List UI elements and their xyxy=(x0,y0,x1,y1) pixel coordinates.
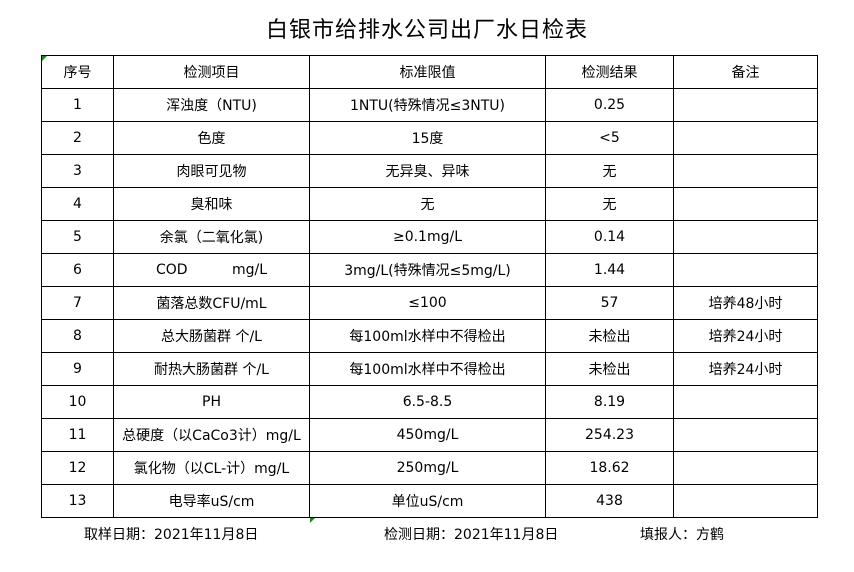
remark-cell[interactable] xyxy=(673,88,818,122)
test-item-cell[interactable]: 浑浊度（NTU) xyxy=(113,88,310,122)
test-result-cell[interactable]: 57 xyxy=(545,286,674,320)
table-row: 9 耐热大肠菌群 个/L 每100ml水样中不得检出 未检出 培养24小时 xyxy=(41,352,818,386)
reporter: 填报人：方鹤 xyxy=(640,527,724,543)
table-row: 4 臭和味无无 xyxy=(41,187,818,221)
test-result-cell[interactable]: 无 xyxy=(545,154,674,188)
row-number-cell[interactable]: 13 xyxy=(41,484,114,518)
test-item-cell[interactable]: 总硬度（以CaCo3计）mg/L xyxy=(113,418,310,452)
row-number-cell[interactable]: 10 xyxy=(41,385,114,419)
inspection-table: 序号 检测项目 标准限值 检测结果 备注 1 浑浊度（NTU) 1NTU(特殊情况≤… xyxy=(41,55,818,518)
test-result-cell[interactable]: <5 xyxy=(545,121,674,155)
remark-cell[interactable] xyxy=(673,385,818,419)
remark-cell[interactable] xyxy=(673,187,818,221)
row-number-cell[interactable]: 7 xyxy=(41,286,114,320)
row-number-cell[interactable]: 4 xyxy=(41,187,114,221)
remark-cell[interactable] xyxy=(673,154,818,188)
test-result-cell[interactable]: 254.23 xyxy=(545,418,674,452)
test-item-cell[interactable]: PH xyxy=(113,385,310,419)
row-number-cell[interactable]: 5 xyxy=(41,220,114,254)
test-result-cell[interactable]: 未检出 xyxy=(545,352,674,386)
test-item-cell[interactable]: 臭和味 xyxy=(113,187,310,221)
standard-limit-cell[interactable]: 每100ml水样中不得检出 xyxy=(309,352,546,386)
page-title: 白银市给排水公司出厂水日检表 xyxy=(265,18,588,43)
remark-cell[interactable] xyxy=(673,484,818,518)
table-row: 8 总大肠菌群 个/L 每100ml水样中不得检出 未检出 培养24小时 xyxy=(41,319,818,353)
standard-limit-cell[interactable]: 450mg/L xyxy=(309,418,546,452)
table-row: 6 COD mg/L 3mg/L(特殊情况≤5mg/L) 1.44 xyxy=(41,253,818,287)
row-number-cell[interactable]: 8 xyxy=(41,319,114,353)
row-number-cell[interactable]: 12 xyxy=(41,451,114,485)
header-cell[interactable]: 序号 xyxy=(41,55,114,89)
test-item-cell[interactable]: 电导率uS/cm xyxy=(113,484,310,518)
remark-cell[interactable] xyxy=(673,451,818,485)
standard-limit-cell[interactable]: 单位uS/cm xyxy=(309,484,546,518)
test-result-cell[interactable]: 438 xyxy=(545,484,674,518)
test-result-cell[interactable]: 18.62 xyxy=(545,451,674,485)
standard-limit-cell[interactable]: 无 xyxy=(309,187,546,221)
table-row: 12 氯化物（以CL-计）mg/L 250mg/L 18.62 xyxy=(41,451,818,485)
header-cell[interactable]: 检测项目 xyxy=(113,55,310,89)
test-result-cell[interactable]: 0.14 xyxy=(545,220,674,254)
standard-limit-cell[interactable]: 每100ml水样中不得检出 xyxy=(309,319,546,353)
row-number-cell[interactable]: 11 xyxy=(41,418,114,452)
testing-date: 检测日期：2021年11月8日 xyxy=(384,527,559,543)
standard-limit-cell[interactable]: 无异臭、异味 xyxy=(309,154,546,188)
row-number-cell[interactable]: 6 xyxy=(41,253,114,287)
header-row: 序号 检测项目 标准限值 检测结果 备注 xyxy=(41,55,818,89)
standard-limit-cell[interactable]: ≥0.1mg/L xyxy=(309,220,546,254)
test-item-cell[interactable]: 菌落总数CFU/mL xyxy=(113,286,310,320)
sampling-date: 取样日期：2021年11月8日 xyxy=(84,527,259,543)
test-item-cell[interactable]: 色度 xyxy=(113,121,310,155)
table-row: 10 PH 6.5-8.5 8.19 xyxy=(41,385,818,419)
test-result-cell[interactable]: 1.44 xyxy=(545,253,674,287)
test-item-cell[interactable]: 总大肠菌群 个/L xyxy=(113,319,310,353)
row-number-cell[interactable]: 3 xyxy=(41,154,114,188)
table-row: 5 余氯（二氧化氯) ≥0.1mg/L 0.14 xyxy=(41,220,818,254)
remark-cell[interactable] xyxy=(673,418,818,452)
table-row: 3 肉眼可见物 无异臭、异味无 xyxy=(41,154,818,188)
remark-cell[interactable] xyxy=(673,253,818,287)
cell-marker xyxy=(310,518,315,523)
remark-cell[interactable]: 培养24小时 xyxy=(673,319,818,353)
row-number-cell[interactable]: 2 xyxy=(41,121,114,155)
test-result-cell[interactable]: 8.19 xyxy=(545,385,674,419)
test-item-cell[interactable]: COD mg/L xyxy=(113,253,310,287)
test-item-cell[interactable]: 氯化物（以CL-计）mg/L xyxy=(113,451,310,485)
table-row: 2 色度 15度 <5 xyxy=(41,121,818,155)
remark-cell[interactable] xyxy=(673,220,818,254)
standard-limit-cell[interactable]: 3mg/L(特殊情况≤5mg/L) xyxy=(309,253,546,287)
test-result-cell[interactable]: 0.25 xyxy=(545,88,674,122)
header-cell[interactable]: 备注 xyxy=(673,55,818,89)
standard-limit-cell[interactable]: 6.5-8.5 xyxy=(309,385,546,419)
test-item-cell[interactable]: 耐热大肠菌群 个/L xyxy=(113,352,310,386)
remark-cell[interactable]: 培养24小时 xyxy=(673,352,818,386)
row-number-cell[interactable]: 9 xyxy=(41,352,114,386)
header-cell[interactable]: 检测结果 xyxy=(545,55,674,89)
cell-marker xyxy=(42,56,47,61)
standard-limit-cell[interactable]: 15度 xyxy=(309,121,546,155)
test-item-cell[interactable]: 肉眼可见物 xyxy=(113,154,310,188)
table-row: 13 电导率uS/cm 单位uS/cm 438 xyxy=(41,484,818,518)
standard-limit-cell[interactable]: ≤100 xyxy=(309,286,546,320)
row-number-cell[interactable]: 1 xyxy=(41,88,114,122)
table-row: 1 浑浊度（NTU) 1NTU(特殊情况≤3NTU) 0.25 xyxy=(41,88,818,122)
remark-cell[interactable]: 培养48小时 xyxy=(673,286,818,320)
standard-limit-cell[interactable]: 1NTU(特殊情况≤3NTU) xyxy=(309,88,546,122)
table-row: 7 菌落总数CFU/mL ≤100 57 培养48小时 xyxy=(41,286,818,320)
test-result-cell[interactable]: 未检出 xyxy=(545,319,674,353)
standard-limit-cell[interactable]: 250mg/L xyxy=(309,451,546,485)
remark-cell[interactable] xyxy=(673,121,818,155)
header-cell[interactable]: 标准限值 xyxy=(309,55,546,89)
table-row: 11 总硬度（以CaCo3计）mg/L 450mg/L 254.23 xyxy=(41,418,818,452)
test-result-cell[interactable]: 无 xyxy=(545,187,674,221)
test-item-cell[interactable]: 余氯（二氧化氯) xyxy=(113,220,310,254)
